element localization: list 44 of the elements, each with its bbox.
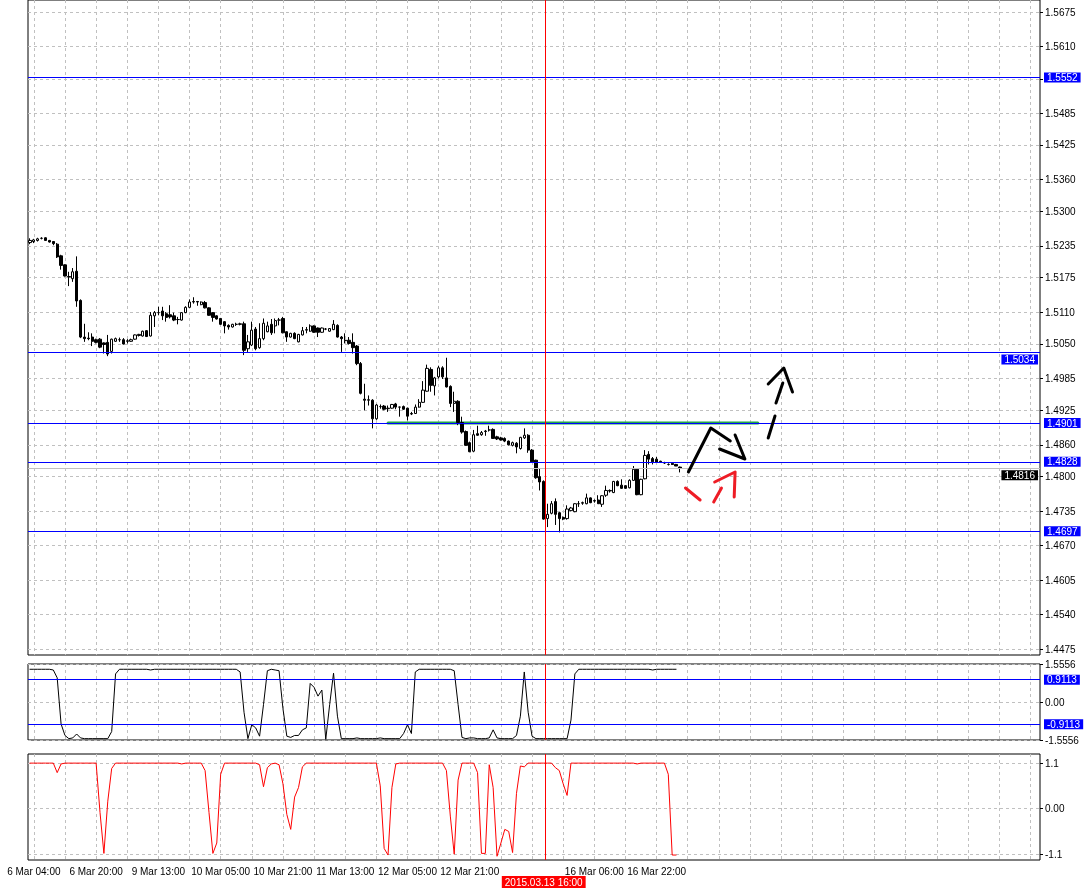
x-tick-label: 12 Mar 21:00	[440, 865, 500, 877]
y-tick-label: 1.4860	[1045, 439, 1077, 451]
x-tick-label: 6 Mar 04:00	[7, 865, 61, 877]
y-tick-label: 1.5110	[1045, 306, 1076, 318]
ref-line-label: 0.9113	[1047, 674, 1078, 686]
y-tick-label: 1.4800	[1045, 471, 1077, 483]
x-tick-label: 2015.03.13 16:00	[504, 876, 584, 888]
y-tick-label: 1.1	[1045, 757, 1060, 769]
x-tick-label: 11 Mar 13:00	[316, 865, 375, 877]
y-tick-label: 1.4735	[1045, 505, 1077, 517]
y-tick-label: 1.4475	[1045, 643, 1077, 655]
x-tick-label: 10 Mar 05:00	[191, 865, 251, 877]
y-tick-label: 1.4985	[1045, 372, 1077, 384]
y-tick-label: 1.5050	[1045, 338, 1077, 350]
x-tick-label: 16 Mar 06:00	[564, 865, 625, 877]
y-tick-label: 1.4605	[1045, 574, 1077, 586]
x-tick-label: 9 Mar 13:00	[131, 865, 186, 877]
y-tick-label: 1.5485	[1045, 107, 1077, 119]
x-tick-label: 10 Mar 21:00	[253, 865, 313, 877]
y-tick-label: 1.5360	[1045, 173, 1077, 185]
y-tick-label: 1.4670	[1045, 540, 1077, 552]
y-tick-label: 0.00	[1045, 803, 1065, 815]
ref-line-label: 1.4816	[1004, 469, 1036, 481]
ref-line-label: -0.9113	[1047, 718, 1081, 730]
y-tick-label: 0.00	[1045, 696, 1065, 708]
y-tick-label: 1.5675	[1045, 6, 1077, 18]
y-tick-label: 1.5556	[1045, 658, 1077, 670]
ref-line-label: 1.4697	[1047, 525, 1079, 537]
y-tick-label: 1.5235	[1045, 240, 1077, 252]
y-tick-label: -1.5556	[1045, 734, 1080, 746]
ref-line-label: 1.4828	[1047, 456, 1079, 468]
y-tick-label: 1.4540	[1045, 609, 1077, 621]
ref-line-label: 1.5552	[1047, 72, 1079, 83]
y-tick-label: 1.5610	[1045, 41, 1077, 53]
y-tick-label: 1.4925	[1045, 404, 1077, 416]
y-tick-label: 1.5425	[1045, 139, 1077, 151]
x-tick-label: 6 Mar 20:00	[69, 865, 124, 877]
ref-line-label: 1.5034	[1004, 353, 1036, 365]
ref-line-label: 1.4901	[1047, 417, 1079, 429]
y-tick-label: 1.5175	[1045, 272, 1077, 284]
x-tick-label: 12 Mar 05:00	[378, 865, 438, 877]
x-tick-label: 16 Mar 22:00	[627, 865, 687, 877]
y-tick-label: -1.1	[1045, 848, 1063, 860]
y-tick-label: 1.5300	[1045, 205, 1077, 217]
